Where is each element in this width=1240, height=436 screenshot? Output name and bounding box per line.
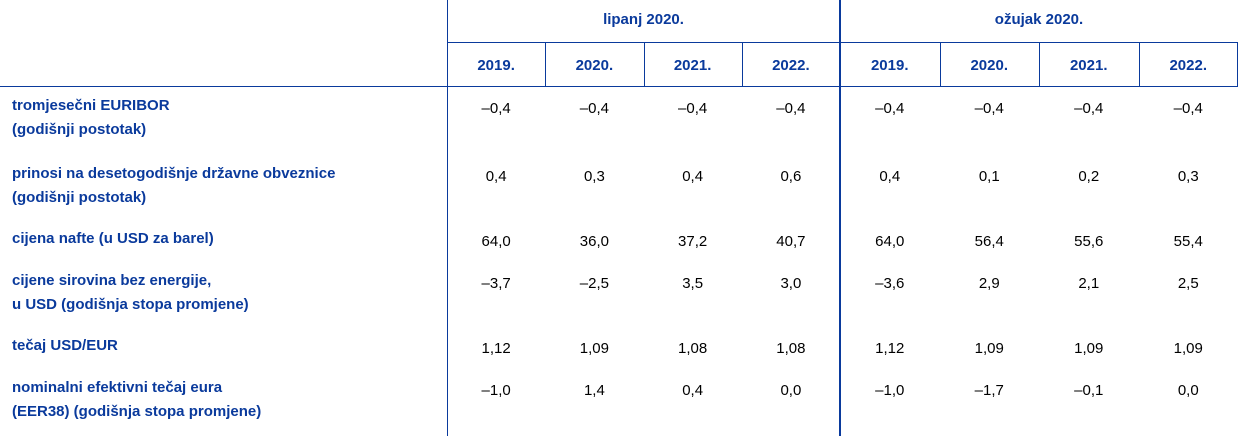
cell-value: 0,3 [583, 168, 605, 185]
cell-value: 3,0 [780, 275, 802, 292]
cell-value: 55,6 [1074, 233, 1104, 250]
cell-value: 2,5 [1177, 275, 1199, 292]
cell-value: 36,0 [579, 233, 609, 250]
cell-value: –3,7 [481, 275, 511, 292]
year-divider [545, 42, 547, 86]
group-header: ožujak 2020. [994, 11, 1084, 28]
year-header: 2020. [575, 57, 614, 74]
year-header: 2021. [673, 57, 712, 74]
row-label: prinosi na desetogodišnje državne obvezn… [12, 165, 336, 182]
cell-value: 1,08 [776, 340, 806, 357]
cell-value: 0,0 [780, 382, 802, 399]
row-label: tečaj USD/EUR [12, 337, 118, 354]
cell-value: –0,4 [678, 100, 708, 117]
header-border [1237, 42, 1238, 86]
cell-value: 1,4 [583, 382, 605, 399]
year-divider [939, 42, 941, 86]
year-header: 2019. [477, 57, 515, 74]
year-divider [1039, 42, 1040, 86]
year-header: 2022. [1169, 57, 1208, 74]
cell-value: 1,12 [481, 340, 511, 357]
row-label: cijena nafte (u USD za barel) [12, 230, 214, 247]
cell-value: –0,4 [1074, 100, 1104, 117]
column-divider [447, 0, 448, 436]
cell-value: –1,7 [974, 382, 1004, 399]
cell-value: –0,4 [875, 100, 905, 117]
row-label: u USD (godišnja stopa promjene) [12, 296, 249, 313]
row-label: (EER38) (godišnja stopa promjene) [12, 403, 262, 420]
cell-value: 0,2 [1078, 168, 1100, 185]
year-header: 2019. [870, 57, 909, 74]
cell-value: –0,4 [1173, 100, 1203, 117]
cell-value: 0,4 [485, 168, 507, 185]
cell-value: 1,09 [579, 340, 609, 357]
row-label: (godišnji postotak) [12, 189, 147, 206]
row-label: nominalni efektivni tečaj eura [12, 379, 223, 396]
group-divider [839, 0, 841, 436]
year-divider [741, 42, 743, 86]
cell-value: 0,0 [1177, 382, 1199, 399]
cell-value: 2,9 [978, 275, 1000, 292]
year-header: 2022. [772, 57, 810, 74]
header-line [447, 42, 1238, 43]
cell-value: 56,4 [974, 233, 1004, 250]
group-header: lipanj 2020. [603, 11, 684, 28]
cell-value: –1,0 [481, 382, 511, 399]
cell-value: –1,0 [875, 382, 905, 399]
row-label: tromjesečni EURIBOR [12, 97, 170, 114]
cell-value: 0,4 [682, 382, 704, 399]
cell-value: 64,0 [481, 233, 511, 250]
cell-value: 1,08 [678, 340, 708, 357]
cell-value: 0,3 [1177, 168, 1199, 185]
row-label: cijene sirovina bez energije, [12, 272, 212, 289]
cell-value: 55,4 [1173, 233, 1203, 250]
year-divider [643, 42, 645, 86]
cell-value: 40,7 [776, 233, 806, 250]
row-label: (godišnji postotak) [12, 121, 147, 138]
year-divider [1138, 42, 1140, 86]
cell-value: 1,12 [875, 340, 905, 357]
cell-value: 1,09 [1173, 340, 1203, 357]
cell-value: 0,1 [978, 168, 1000, 185]
cell-value: 64,0 [875, 233, 905, 250]
cell-value: 1,09 [974, 340, 1004, 357]
cell-value: 0,4 [879, 168, 901, 185]
cell-value: –0,1 [1074, 382, 1104, 399]
year-header: 2021. [1069, 57, 1108, 74]
cell-value: –0,4 [776, 100, 806, 117]
cell-value: 3,5 [682, 275, 704, 292]
cell-value: 0,6 [780, 168, 802, 185]
cell-value: –0,4 [481, 100, 511, 117]
cell-value: 1,09 [1074, 340, 1104, 357]
cell-value: –3,6 [875, 275, 905, 292]
cell-value: –0,4 [974, 100, 1004, 117]
year-header: 2020. [970, 57, 1009, 74]
cell-value: 2,1 [1078, 275, 1100, 292]
cell-value: 0,4 [682, 168, 704, 185]
cell-value: –2,5 [579, 275, 609, 292]
header-bottom-line [0, 86, 1238, 87]
cell-value: 37,2 [678, 233, 708, 250]
cell-value: –0,4 [579, 100, 609, 117]
